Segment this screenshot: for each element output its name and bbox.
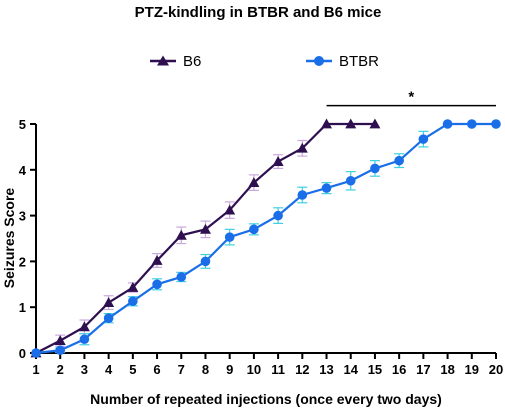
x-tick-label-2: 2 (57, 362, 64, 377)
x-tick-label-13: 13 (319, 362, 333, 377)
y-tick-label-5: 5 (19, 117, 26, 132)
btbr-point-16 (394, 155, 404, 166)
b6-point-2 (54, 335, 66, 346)
b6-point-4 (103, 297, 115, 308)
series-layer (30, 118, 501, 358)
legend-b6-label: B6 (183, 53, 201, 70)
x-tick-label-11: 11 (271, 362, 285, 377)
y-tick-label-0: 0 (19, 346, 26, 361)
x-tick-label-5: 5 (129, 362, 136, 377)
x-tick-label-1: 1 (32, 362, 39, 377)
btbr-point-14 (345, 175, 356, 186)
chart-title: PTZ-kindling in BTBR and B6 mice (135, 4, 382, 21)
x-axis-label: Number of repeated injections (once ever… (90, 391, 442, 407)
b6-point-15 (369, 118, 381, 129)
btbr-point-3 (79, 334, 90, 345)
btbr-point-11 (273, 210, 283, 221)
btbr-point-10 (249, 224, 259, 235)
b6-point-11 (272, 156, 284, 166)
x-tick-label-19: 19 (465, 362, 479, 377)
x-tick-label-10: 10 (247, 362, 261, 377)
legend-btbr-label: BTBR (339, 53, 379, 70)
b6-point-10 (248, 177, 260, 188)
b6-point-8 (199, 223, 211, 234)
x-tick-label-6: 6 (153, 362, 160, 377)
legend-btbr-marker (314, 56, 324, 66)
legend-b6-marker (157, 55, 169, 66)
b6-point-9 (224, 204, 236, 215)
b6-point-3 (78, 321, 90, 332)
y-ticks: 0 1 2 3 4 5 (19, 117, 36, 361)
x-tick-label-7: 7 (178, 362, 185, 377)
btbr-point-20 (491, 119, 501, 129)
legend-item-b6: B6 (150, 53, 201, 70)
legend: B6 BTBR (150, 53, 379, 70)
b6-point-5 (127, 282, 139, 292)
btbr-point-15 (370, 163, 380, 174)
legend-item-btbr: BTBR (306, 53, 379, 70)
x-tick-label-15: 15 (368, 362, 382, 377)
b6-point-6 (151, 254, 163, 265)
btbr-point-8 (200, 256, 211, 267)
btbr-point-7 (176, 272, 187, 282)
x-ticks: 1 2 3 4 5 6 7 8 9 10 11 12 13 14 15 16 17 18 19 20 (32, 353, 503, 377)
series-b6 (30, 118, 381, 358)
y-tick-label-1: 1 (19, 300, 26, 315)
x-tick-label-8: 8 (202, 362, 209, 377)
x-tick-label-20: 20 (489, 362, 503, 377)
x-tick-label-9: 9 (226, 362, 233, 377)
x-tick-label-17: 17 (416, 362, 430, 377)
btbr-point-5 (128, 296, 138, 307)
x-tick-label-18: 18 (440, 362, 454, 377)
btbr-point-18 (442, 119, 453, 129)
y-tick-label-4: 4 (19, 163, 27, 178)
btbr-point-17 (418, 134, 429, 144)
b6-point-7 (175, 229, 187, 240)
y-tick-label-2: 2 (19, 254, 26, 269)
btbr-point-9 (224, 232, 235, 242)
b6-point-13 (321, 118, 333, 129)
series-btbr (31, 119, 501, 358)
y-axis-label: Seizures Score (1, 188, 17, 289)
y-tick-label-3: 3 (19, 209, 26, 224)
btbr-point-1 (31, 348, 41, 358)
btbr-point-13 (321, 183, 332, 193)
btbr-point-12 (297, 190, 308, 200)
x-tick-label-12: 12 (295, 362, 309, 377)
btbr-line (35, 122, 496, 355)
x-tick-label-3: 3 (81, 362, 88, 377)
b6-point-12 (296, 142, 308, 153)
x-tick-label-16: 16 (392, 362, 406, 377)
x-tick-label-14: 14 (344, 362, 359, 377)
btbr-point-2 (55, 345, 66, 356)
significance-star-0: * (408, 89, 414, 106)
significance-annotations: * (326, 89, 496, 107)
b6-point-14 (345, 118, 357, 129)
btbr-point-19 (466, 119, 477, 129)
x-tick-label-4: 4 (105, 362, 113, 377)
btbr-point-6 (152, 279, 162, 290)
b6-line (35, 122, 375, 354)
btbr-point-4 (103, 313, 114, 323)
